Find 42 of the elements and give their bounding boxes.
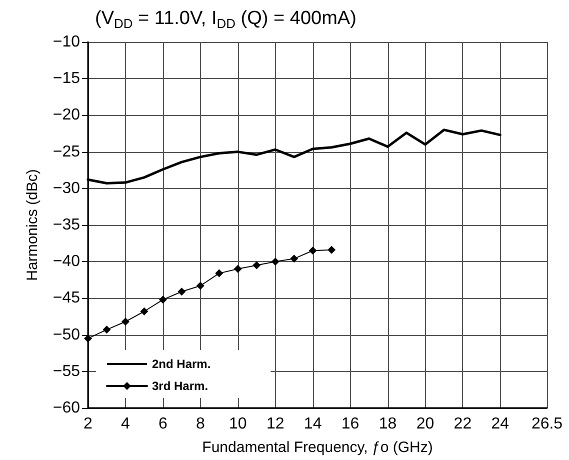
x-tick-label: 20 [416, 416, 434, 432]
x-tick-label: 4 [121, 416, 130, 432]
y-tick-label: −20 [52, 106, 80, 124]
y-tick-label: −25 [52, 143, 80, 160]
y-tick-label: −15 [52, 70, 80, 88]
point [158, 296, 167, 304]
y-tick-label: −60 [52, 400, 80, 416]
x-tick-label: 16 [341, 416, 360, 432]
point [196, 282, 204, 290]
point [252, 261, 261, 270]
legend-label: 2nd Harm. [152, 357, 211, 371]
y-tick-label: −55 [52, 362, 80, 380]
y-tick-label: −30 [52, 180, 80, 197]
point [328, 246, 336, 254]
y-tick-label: −40 [52, 253, 80, 270]
point [215, 269, 224, 278]
y-tick-label: −45 [52, 290, 80, 307]
x-tick-label: 10 [228, 416, 247, 432]
x-tick-label: 8 [196, 416, 205, 432]
x-tick-label: 14 [304, 416, 322, 432]
x-tick-label: 24 [491, 416, 510, 432]
y-axis-title: Harmonics (dBc) [24, 169, 41, 281]
y-tick-label: −10 [52, 34, 80, 50]
point [308, 246, 317, 255]
x-axis-title: Fundamental Frequency, ƒo (GHz) [202, 439, 433, 456]
point [140, 307, 148, 316]
point [121, 318, 130, 326]
point [102, 326, 111, 334]
x-tick-label: 22 [454, 416, 472, 432]
y-tick-label: −50 [52, 326, 80, 344]
y-tick-label: −35 [52, 216, 80, 234]
x-tick-label: 6 [158, 416, 168, 432]
x-tick-label: 2 [84, 416, 93, 432]
point [234, 264, 242, 273]
point [290, 254, 298, 263]
point [84, 334, 92, 342]
x-tick-label: 18 [378, 416, 397, 432]
point [178, 288, 186, 296]
x-tick-label: 12 [266, 416, 284, 432]
x-tick-label: 26.5 [531, 416, 563, 432]
point [271, 258, 280, 266]
legend-label: 3rd Harm. [152, 379, 208, 393]
